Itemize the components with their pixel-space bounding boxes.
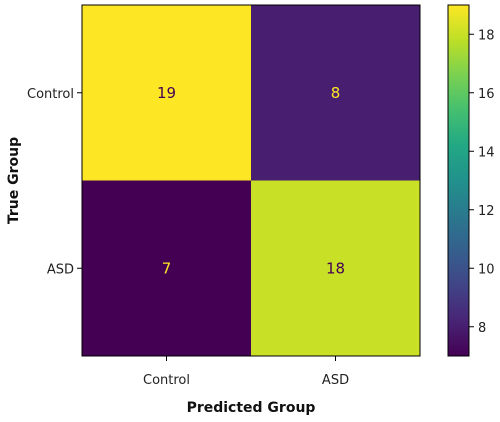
colorbar-tick-label: 16 <box>478 87 495 102</box>
cell-value-label: 18 <box>326 259 345 277</box>
colorbar-tick-label: 8 <box>478 321 486 336</box>
y-tick-label: ASD <box>47 262 74 277</box>
colorbar-tick-label: 12 <box>478 204 495 219</box>
colorbar-ticks: 8 10 12 14 16 18 <box>469 28 495 336</box>
cell-value-label: 19 <box>157 84 176 102</box>
x-axis-ticks: Control ASD <box>143 356 349 388</box>
colorbar <box>447 4 470 357</box>
matrix-frame <box>81 4 421 357</box>
y-tick-label: Control <box>27 87 74 102</box>
colorbar-tick-label: 10 <box>478 262 495 277</box>
x-axis-title: Predicted Group <box>187 400 316 416</box>
x-tick-label: ASD <box>322 373 349 388</box>
heatmap-cell <box>251 180 420 356</box>
heatmap-cell <box>82 5 251 181</box>
heatmap-cell <box>82 180 251 356</box>
y-axis-ticks: Control ASD <box>27 87 82 277</box>
colorbar-tick-label: 14 <box>478 145 495 160</box>
x-tick-label: Control <box>143 373 190 388</box>
colorbar-tick-label: 18 <box>478 28 495 43</box>
cell-value-label: 8 <box>331 84 341 102</box>
heatmap-cell <box>251 5 420 181</box>
y-axis-title: True Group <box>6 137 22 224</box>
heatmap-cells: 19 8 7 18 <box>82 5 420 356</box>
cell-value-label: 7 <box>162 259 172 277</box>
